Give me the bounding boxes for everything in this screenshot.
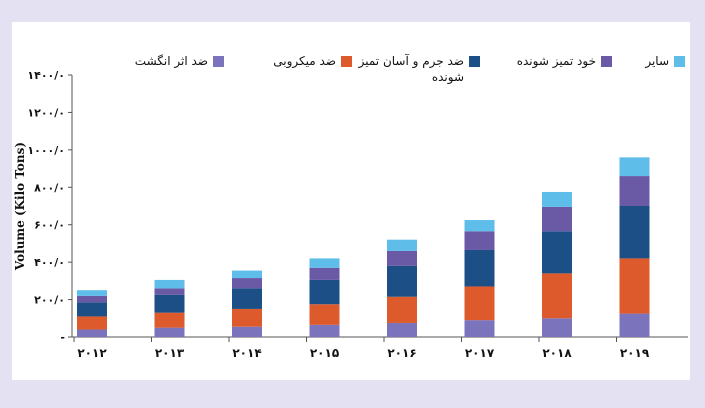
legend-swatch (213, 56, 224, 67)
labels: - ۲۰۰/۰ ۴۰۰/۰ ۶۰۰/۰ ۸۰۰/۰ ۱۰۰۰/۰ ۱۲۰۰/۰ ۱۴۰۰/۰ V… (13, 69, 650, 360)
bar-segment (619, 157, 650, 177)
bar-segment (542, 231, 572, 274)
bar-segment (464, 286, 495, 321)
x-tick-label: ۲۰۱۸ (542, 346, 572, 360)
y-tick-label: ۲۰۰/۰ (34, 294, 65, 307)
bar-segment (232, 288, 262, 309)
bar-segment (309, 324, 340, 337)
bars (77, 157, 650, 337)
y-tick-label: ۱۲۰۰/۰ (27, 106, 65, 119)
bar-segment (387, 239, 417, 251)
bar-segment (387, 265, 417, 297)
bar-segment (464, 220, 495, 232)
x-tick-label: ۲۰۱۲ (77, 346, 107, 360)
bar-segment (309, 267, 340, 280)
bar-segment (232, 270, 262, 279)
bar-segment (77, 290, 107, 296)
bar-segment (309, 258, 340, 268)
bar-segment (464, 320, 495, 337)
bar-segment (309, 279, 340, 305)
bar-segment (154, 294, 185, 313)
bar-segment (154, 327, 185, 337)
bar-segment (77, 295, 107, 303)
bar-segment (232, 326, 262, 337)
legend-swatch (601, 56, 612, 67)
bar-segment (77, 329, 107, 337)
y-tick-label: ۱۰۰۰/۰ (27, 144, 65, 157)
bar-segment (77, 302, 107, 317)
y-tick-label: ۶۰۰/۰ (34, 219, 65, 232)
bar-segment (619, 258, 650, 314)
bar-segment (619, 313, 650, 337)
bar-segment (232, 308, 262, 327)
x-tick-label: ۲۰۱۷ (465, 346, 495, 360)
legend-swatch (469, 56, 480, 67)
legend-label: ضد جرم و آسان تمیز شونده (358, 54, 464, 84)
bar-segment (232, 278, 262, 289)
legend-item-other: سایر (615, 53, 685, 69)
x-tick-label: ۲۰۱۵ (310, 346, 339, 360)
bar-segment (619, 206, 650, 259)
x-tick-label: ۲۰۱۶ (387, 346, 416, 360)
legend-item-anti-fingerprint: ضد اثر انگشت (94, 53, 224, 69)
bar-segment (542, 206, 572, 232)
x-tick-label: ۲۰۱۴ (232, 346, 261, 360)
bar-segment (309, 304, 340, 325)
x-tick-label: ۲۰۱۹ (620, 346, 650, 360)
y-tick-label: ۱۴۰۰/۰ (27, 69, 65, 82)
bar-segment (464, 231, 495, 250)
legend-label: ضد میکروبی (273, 54, 336, 68)
y-tick-label: ۴۰۰/۰ (34, 256, 65, 269)
bar-segment (154, 312, 185, 328)
bar-segment (464, 249, 495, 287)
bar-segment (387, 322, 417, 337)
y-tick-label: - (60, 331, 65, 344)
legend-item-self-cleaning: خود تمیز شونده (482, 53, 612, 69)
legend-item-anti-scale: ضد جرم و آسان تمیز شونده (355, 53, 480, 85)
bar-segment (154, 288, 185, 295)
legend-label: ضد اثر انگشت (134, 54, 208, 68)
bar-segment (542, 191, 572, 207)
legend-label: سایر (645, 54, 669, 68)
bar-segment (542, 318, 572, 337)
legend-swatch (341, 56, 352, 67)
chart-panel: - ۲۰۰/۰ ۴۰۰/۰ ۶۰۰/۰ ۸۰۰/۰ ۱۰۰۰/۰ ۱۲۰۰/۰ ۱۴۰۰/۰ V… (12, 22, 690, 380)
legend-label: خود تمیز شونده (516, 54, 596, 68)
bar-segment (154, 279, 185, 289)
legend-swatch (674, 56, 685, 67)
bar-segment (542, 273, 572, 319)
bar-segment (387, 250, 417, 266)
x-tick-label: ۲۰۱۳ (155, 346, 185, 360)
y-axis-title: Volume (Kilo Tons) (13, 142, 27, 271)
bar-segment (387, 296, 417, 323)
stacked-bar-chart: - ۲۰۰/۰ ۴۰۰/۰ ۶۰۰/۰ ۸۰۰/۰ ۱۰۰۰/۰ ۱۲۰۰/۰ ۱۴۰۰/۰ V… (13, 69, 688, 360)
y-tick-label: ۸۰۰/۰ (34, 181, 65, 194)
bar-segment (77, 316, 107, 330)
bar-segment (619, 176, 650, 206)
legend-item-antimicrobial: ضد میکروبی (237, 53, 352, 69)
